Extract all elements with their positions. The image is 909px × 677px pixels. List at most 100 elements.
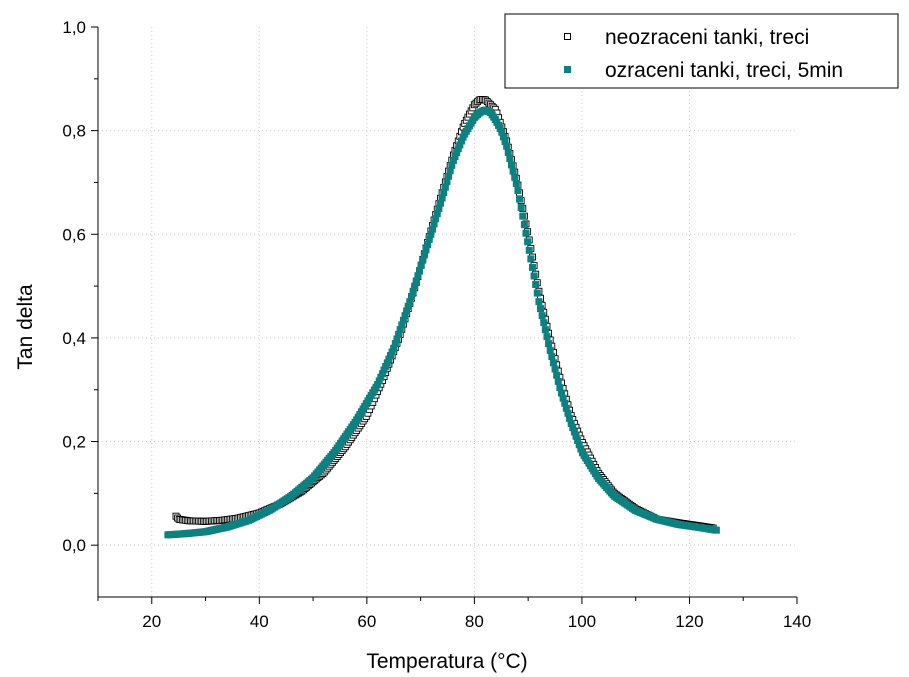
data-point bbox=[577, 445, 585, 453]
data-point bbox=[414, 272, 422, 280]
data-point bbox=[456, 141, 464, 149]
data-point bbox=[574, 437, 582, 445]
data-point bbox=[561, 399, 569, 407]
data-point bbox=[403, 307, 411, 315]
legend: neozraceni tanki, treci ozraceni tanki, … bbox=[504, 13, 899, 89]
y-tick-label: 0,4 bbox=[62, 329, 86, 348]
series-ozraceni bbox=[164, 106, 720, 539]
data-point bbox=[506, 155, 514, 163]
x-tick-label: 140 bbox=[783, 612, 811, 631]
data-point bbox=[556, 384, 564, 392]
data-point bbox=[435, 204, 443, 212]
data-point bbox=[522, 229, 530, 237]
x-tick-label: 80 bbox=[465, 612, 484, 631]
data-point bbox=[519, 212, 527, 220]
data-point bbox=[559, 394, 567, 402]
data-point bbox=[551, 365, 559, 373]
x-tick-label: 120 bbox=[675, 612, 703, 631]
data-point bbox=[399, 316, 407, 324]
data-point bbox=[541, 326, 549, 334]
data-point bbox=[454, 145, 462, 153]
data-point bbox=[449, 156, 457, 164]
data-point bbox=[404, 302, 412, 310]
grid-lines bbox=[98, 27, 797, 597]
data-point bbox=[383, 359, 391, 367]
data-point bbox=[445, 172, 453, 180]
data-point bbox=[543, 333, 551, 341]
data-point bbox=[420, 251, 428, 259]
legend-box bbox=[504, 13, 899, 89]
data-point bbox=[422, 246, 430, 254]
data-point bbox=[407, 292, 415, 300]
data-point bbox=[562, 404, 570, 412]
data-point bbox=[528, 263, 536, 271]
data-point bbox=[525, 246, 533, 254]
data-point bbox=[395, 330, 403, 338]
data-point bbox=[575, 441, 583, 449]
data-point bbox=[424, 241, 432, 249]
data-point bbox=[496, 125, 504, 133]
legend-label-ozraceni: ozraceni tanki, treci, 5min bbox=[605, 59, 843, 82]
data-point bbox=[545, 340, 553, 348]
data-series bbox=[164, 96, 720, 539]
data-point bbox=[377, 373, 385, 381]
data-point bbox=[712, 526, 720, 534]
data-point bbox=[398, 321, 406, 329]
data-point bbox=[437, 199, 445, 207]
data-point bbox=[391, 340, 399, 348]
y-tick-label: 0,6 bbox=[62, 225, 86, 244]
data-point bbox=[411, 282, 419, 290]
data-point bbox=[535, 298, 543, 306]
data-point bbox=[503, 142, 511, 150]
data-point bbox=[524, 238, 532, 246]
data-point bbox=[533, 289, 541, 297]
data-point bbox=[517, 204, 525, 212]
legend-label-neozraceni: neozraceni tanki, treci bbox=[605, 26, 809, 49]
data-point bbox=[457, 137, 465, 145]
data-point bbox=[440, 189, 448, 197]
y-axis-title: Tan delta bbox=[14, 284, 37, 370]
data-point bbox=[416, 267, 424, 275]
series-neozraceni bbox=[172, 96, 717, 532]
data-point bbox=[499, 133, 507, 141]
data-point bbox=[567, 419, 575, 427]
x-tick-label: 100 bbox=[568, 612, 596, 631]
data-point bbox=[501, 138, 509, 146]
data-point bbox=[438, 194, 446, 202]
data-point bbox=[430, 220, 438, 228]
data-point bbox=[393, 335, 401, 343]
data-point bbox=[537, 305, 545, 313]
data-point bbox=[390, 344, 398, 352]
x-tick-label: 60 bbox=[357, 612, 376, 631]
data-point bbox=[572, 432, 580, 440]
data-point bbox=[448, 161, 456, 169]
data-point bbox=[375, 377, 383, 385]
data-point bbox=[570, 428, 578, 436]
data-point bbox=[412, 277, 420, 285]
data-point bbox=[549, 359, 557, 367]
data-point bbox=[382, 362, 390, 370]
data-point bbox=[514, 186, 522, 194]
x-tick-label: 20 bbox=[142, 612, 161, 631]
data-point bbox=[409, 287, 417, 295]
data-point bbox=[512, 179, 520, 187]
data-point bbox=[433, 210, 441, 218]
legend-marker-neozraceni bbox=[564, 33, 571, 40]
data-point bbox=[511, 173, 519, 181]
data-point bbox=[443, 178, 451, 186]
data-point bbox=[378, 370, 386, 378]
x-axis-title: Temperatura (°C) bbox=[366, 650, 527, 673]
data-point bbox=[509, 167, 517, 175]
y-tick-label: 0,0 bbox=[62, 536, 86, 555]
data-point bbox=[417, 261, 425, 269]
data-point bbox=[530, 272, 538, 280]
data-point bbox=[374, 381, 382, 389]
axes bbox=[91, 26, 798, 604]
y-tick-label: 0,2 bbox=[62, 433, 86, 452]
data-point bbox=[504, 148, 512, 156]
data-point bbox=[432, 215, 440, 223]
data-point bbox=[385, 355, 393, 363]
data-point bbox=[546, 346, 554, 354]
data-point bbox=[446, 167, 454, 175]
